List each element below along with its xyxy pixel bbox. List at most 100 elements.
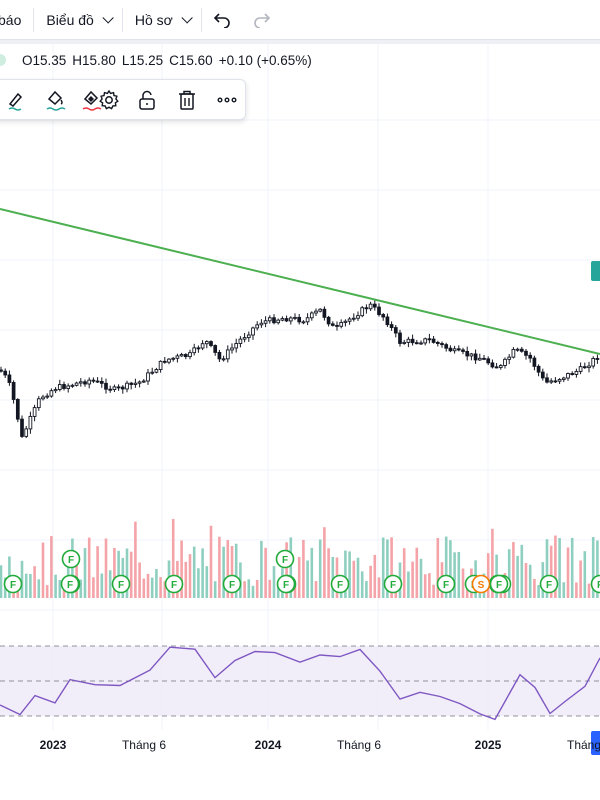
candle xyxy=(519,346,524,353)
more-button[interactable] xyxy=(213,86,241,114)
candle xyxy=(444,342,449,352)
brush-icon xyxy=(8,92,23,111)
candle xyxy=(427,333,432,344)
earnings-event-marker[interactable]: F xyxy=(164,574,184,594)
candle xyxy=(150,367,155,375)
svg-text:F: F xyxy=(67,580,73,591)
candle xyxy=(486,356,491,366)
earnings-event-marker[interactable]: F xyxy=(489,574,509,594)
svg-text:F: F xyxy=(118,580,124,591)
earnings-event-marker[interactable]: F xyxy=(383,574,403,594)
line-color-button[interactable] xyxy=(5,86,33,114)
candle xyxy=(578,362,583,375)
svg-text:F: F xyxy=(390,580,396,591)
chart-menu-button[interactable]: Biểu đồ xyxy=(34,0,121,40)
candle xyxy=(398,329,402,347)
earnings-event-marker[interactable]: F xyxy=(222,574,242,594)
candle xyxy=(137,380,142,388)
profile-menu-button[interactable]: Hồ sơ xyxy=(123,0,201,40)
candle xyxy=(66,383,71,393)
lock-button[interactable] xyxy=(133,86,161,114)
volume-bar xyxy=(155,569,158,598)
volume-bar xyxy=(113,547,116,598)
ohlc-legend: O15.35 H15.80 L15.25 C15.60 +0.10 (+0.65… xyxy=(0,50,318,70)
candle xyxy=(179,352,184,357)
trash-icon xyxy=(179,90,195,110)
earnings-event-marker[interactable]: F xyxy=(111,574,131,594)
undo-button[interactable] xyxy=(202,0,242,40)
svg-text:F: F xyxy=(496,580,502,591)
candle xyxy=(515,347,520,352)
candle xyxy=(183,353,188,360)
split-event-marker[interactable]: S xyxy=(471,574,491,594)
volume-bar xyxy=(146,573,150,598)
candle xyxy=(469,352,474,361)
candle xyxy=(15,398,20,423)
volume-bar xyxy=(562,582,566,598)
delete-button[interactable] xyxy=(173,86,201,114)
volume-bar xyxy=(373,554,377,598)
volume-bar xyxy=(558,538,561,598)
volume-bar xyxy=(348,551,351,598)
volume-bar xyxy=(306,560,309,598)
candlesticks xyxy=(0,299,600,439)
volume-bar xyxy=(323,527,326,598)
text-color-icon xyxy=(82,90,102,111)
candle xyxy=(154,367,159,374)
candle xyxy=(393,325,398,338)
profile-menu-label: Hồ sơ xyxy=(134,11,173,28)
candle xyxy=(557,378,562,385)
candle xyxy=(171,357,176,362)
volume-bar xyxy=(142,578,146,598)
candle xyxy=(582,362,587,369)
volume-bar xyxy=(444,536,448,598)
candle xyxy=(465,346,470,361)
earnings-event-marker[interactable]: F xyxy=(590,574,600,594)
earnings-event-marker[interactable]: F xyxy=(539,574,559,594)
alerts-label: báo xyxy=(0,11,22,28)
candle xyxy=(284,315,289,323)
earnings-event-marker[interactable]: F xyxy=(3,574,23,594)
fill-color-button[interactable] xyxy=(41,86,69,114)
time-axis-label: Tháng 6 xyxy=(336,738,382,752)
alerts-button[interactable]: báo xyxy=(0,0,33,40)
volume-bar xyxy=(255,580,259,598)
earnings-event-marker[interactable]: F xyxy=(60,574,80,594)
volume-bar xyxy=(138,562,141,598)
candle xyxy=(112,384,117,392)
volume-bar xyxy=(29,573,32,598)
volume-bar xyxy=(583,551,587,598)
volume-bar xyxy=(205,566,209,598)
volume-bar xyxy=(192,546,196,598)
candle xyxy=(70,383,75,388)
redo-icon xyxy=(254,12,270,28)
legend-change: +0.10 (+0.65%) xyxy=(218,52,312,68)
volume-bar xyxy=(537,585,540,598)
redo-button[interactable] xyxy=(242,0,282,40)
candle xyxy=(549,378,554,384)
trendline[interactable] xyxy=(0,208,600,355)
volume-bar xyxy=(411,561,414,598)
volume-bar xyxy=(591,537,595,598)
earnings-event-marker[interactable]: F xyxy=(436,574,456,594)
volume-bar xyxy=(570,537,574,598)
earnings-event-marker[interactable]: F xyxy=(276,574,296,594)
settings-button[interactable] xyxy=(95,86,123,114)
candle xyxy=(125,380,129,393)
candle xyxy=(456,345,461,352)
price-chart[interactable]: FFFFFFFFFFFFFFSFFFFF xyxy=(0,44,600,800)
earnings-event-marker[interactable]: F xyxy=(275,549,295,569)
background-color-button[interactable] xyxy=(77,86,105,114)
toolbar-divider xyxy=(33,7,35,32)
candle xyxy=(288,316,293,325)
unlock-icon xyxy=(139,90,155,110)
volume-bar xyxy=(390,537,393,598)
earnings-event-marker[interactable]: F xyxy=(61,549,81,569)
volume-bar xyxy=(50,536,53,598)
volume-bar xyxy=(218,536,221,598)
earnings-event-marker[interactable]: F xyxy=(330,574,350,594)
candle xyxy=(482,354,486,361)
svg-text:S: S xyxy=(478,580,485,591)
volume-bar xyxy=(457,552,461,598)
